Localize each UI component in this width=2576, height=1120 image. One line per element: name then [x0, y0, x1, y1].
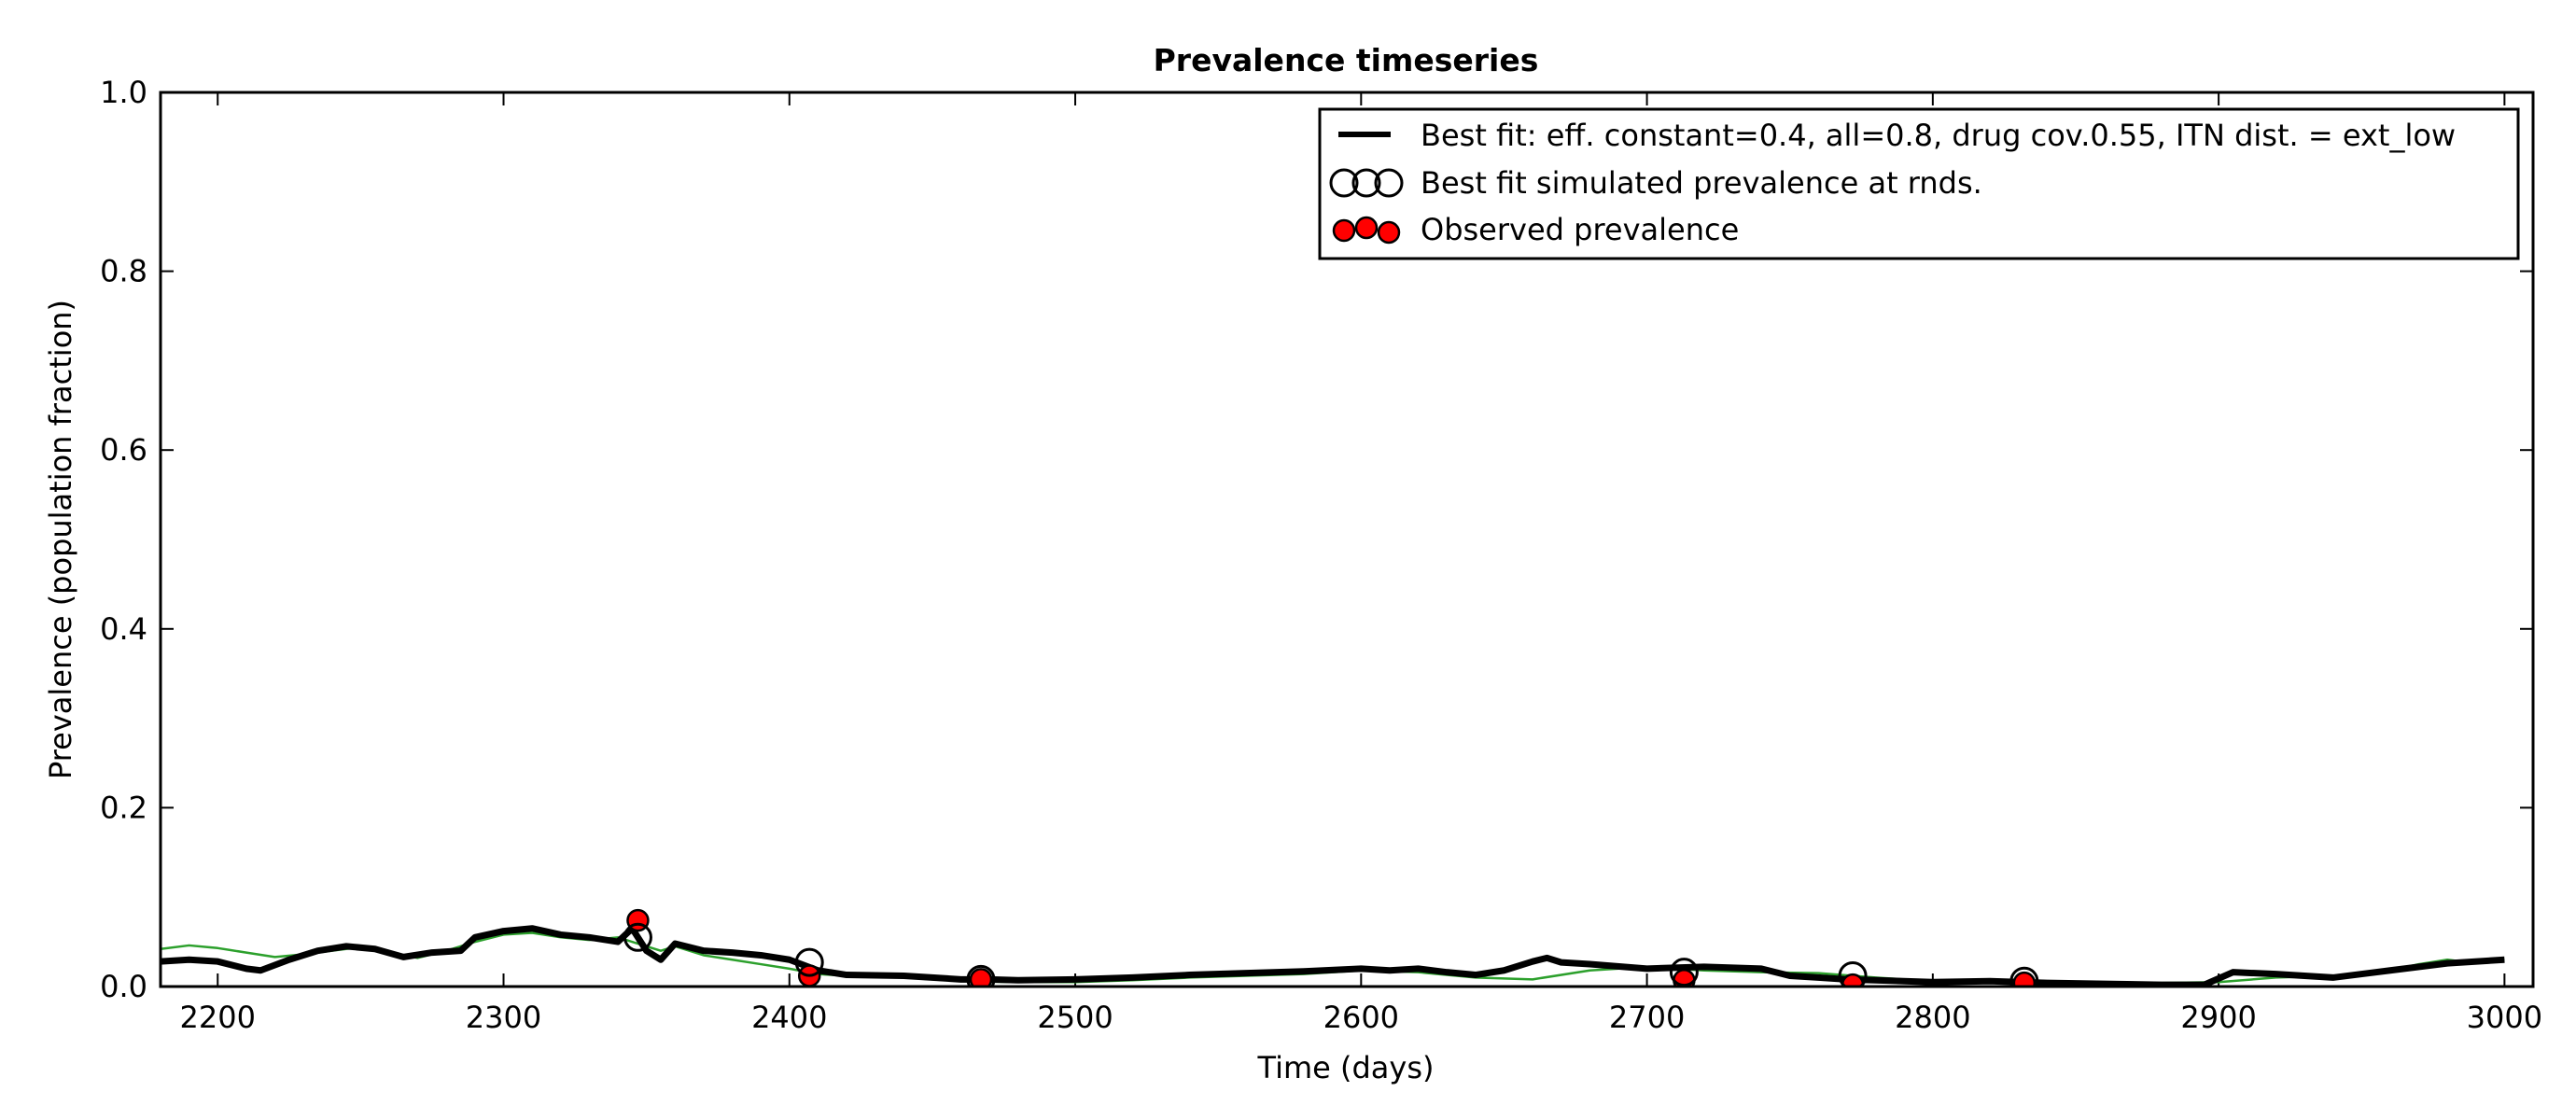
simulated-prevalence-point [794, 947, 824, 977]
x-tick-label: 2600 [1323, 1000, 1399, 1035]
y-tick-label: 0.2 [100, 790, 147, 825]
simulated-prevalence-point [2009, 966, 2039, 987]
simulated-prevalence-point [966, 964, 996, 987]
x-tick-label: 2700 [1609, 1000, 1685, 1035]
x-tick-label: 2200 [180, 1000, 256, 1035]
x-axis: 2200 2300 2400 2500 2600 2700 2800 2900 3000 [180, 92, 2542, 1035]
observed-prevalence-point [969, 968, 993, 987]
plot-frame [159, 91, 2535, 988]
x-tick-label: 2400 [751, 1000, 827, 1035]
legend-entry-best-fit: Best fit: eff. constant=0.4, all=0.8, dr… [1338, 118, 2456, 153]
legend-label-observed: Observed prevalence [1421, 212, 1739, 247]
legend-label-best-fit: Best fit: eff. constant=0.4, all=0.8, dr… [1421, 118, 2456, 153]
legend-entry-observed: Observed prevalence [1332, 212, 1739, 247]
legend-entry-simulated: Best fit simulated prevalence at rnds. [1329, 165, 1982, 201]
simulated-prevalence-point [623, 922, 652, 952]
legend-box [1318, 107, 2520, 260]
y-axis-label: Prevalence (population fraction) [43, 300, 78, 779]
y-tick-label: 1.0 [100, 75, 147, 110]
x-tick-label: 2500 [1037, 1000, 1113, 1035]
series-layer [161, 908, 2505, 987]
legend-marker-simulated [1351, 168, 1381, 198]
x-tick-label: 2800 [1895, 1000, 1970, 1035]
legend-label-simulated: Best fit simulated prevalence at rnds. [1421, 165, 1982, 201]
legend-marker-observed [1332, 218, 1356, 243]
legend-marker-simulated [1329, 168, 1359, 198]
y-axis: 0.0 0.2 0.4 0.6 0.8 1.0 [100, 75, 2533, 1004]
legend-marker-observed [1377, 220, 1401, 245]
series-line-best-fit [161, 925, 2505, 987]
y-tick-label: 0.8 [100, 254, 147, 289]
x-tick-label: 3000 [2467, 1000, 2542, 1035]
legend: Best fit: eff. constant=0.4, all=0.8, dr… [1318, 107, 2520, 260]
x-axis-label: Time (days) [1257, 1050, 1435, 1085]
y-tick-label: 0.0 [100, 969, 147, 1004]
simulated-prevalence-point [1838, 961, 1868, 987]
legend-marker-simulated [1374, 168, 1404, 198]
y-tick-label: 0.4 [100, 611, 147, 647]
observed-prevalence-point [2012, 971, 2037, 987]
chart-title: Prevalence timeseries [1154, 42, 1539, 78]
x-tick-label: 2900 [2180, 1000, 2256, 1035]
y-tick-label: 0.6 [100, 432, 147, 468]
x-tick-label: 2300 [466, 1000, 541, 1035]
legend-marker-observed [1354, 216, 1379, 240]
